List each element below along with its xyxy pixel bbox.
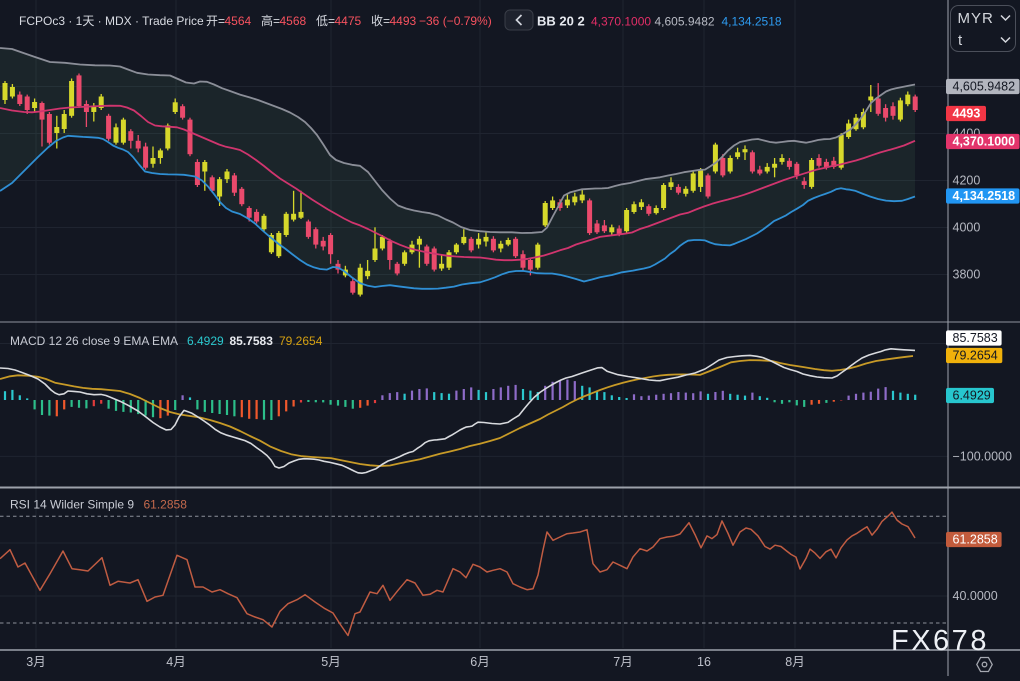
svg-text:40.0000: 40.0000	[953, 589, 998, 603]
svg-text:3月: 3月	[26, 655, 45, 669]
svg-text:4000: 4000	[953, 221, 981, 235]
svg-text:收=: 收=	[371, 14, 390, 28]
svg-text:4月: 4月	[166, 655, 185, 669]
svg-text:16: 16	[697, 655, 711, 669]
svg-text:4,370.1000: 4,370.1000	[953, 135, 1016, 149]
svg-text:6月: 6月	[470, 655, 489, 669]
svg-text:开=: 开=	[206, 14, 225, 28]
svg-text:4568: 4568	[280, 14, 307, 28]
svg-text:4,134.2518: 4,134.2518	[722, 15, 782, 29]
svg-text:−36 (−0.79%): −36 (−0.79%)	[419, 14, 492, 28]
svg-text:4493: 4493	[390, 14, 417, 28]
svg-text:7月: 7月	[613, 655, 632, 669]
svg-text:3800: 3800	[953, 268, 981, 282]
svg-text:BB 20 2: BB 20 2	[537, 14, 585, 29]
svg-text:85.7583: 85.7583	[953, 331, 998, 345]
svg-text:MYR: MYR	[958, 10, 994, 27]
svg-text:RSI 14 Wilder Simple 9: RSI 14 Wilder Simple 9	[10, 498, 134, 512]
svg-text:高=: 高=	[261, 13, 280, 28]
svg-text:4564: 4564	[225, 14, 252, 28]
svg-text:4200: 4200	[953, 174, 981, 188]
svg-text:t: t	[958, 32, 963, 49]
svg-text:MACD 12 26 close 9 EMA EMA: MACD 12 26 close 9 EMA EMA	[10, 334, 178, 348]
svg-text:4,605.9482: 4,605.9482	[655, 15, 715, 29]
svg-text:85.7583: 85.7583	[230, 334, 274, 348]
svg-text:FX678: FX678	[891, 625, 989, 657]
svg-text:8月: 8月	[785, 655, 804, 669]
svg-text:4,605.9482: 4,605.9482	[953, 80, 1016, 94]
svg-text:61.2858: 61.2858	[144, 498, 188, 512]
svg-text:−100.0000: −100.0000	[953, 450, 1012, 464]
svg-text:4,134.2518: 4,134.2518	[953, 189, 1016, 203]
svg-text:6.4929: 6.4929	[953, 389, 991, 403]
svg-text:61.2858: 61.2858	[953, 533, 998, 547]
svg-text:4475: 4475	[335, 14, 362, 28]
svg-text:79.2654: 79.2654	[279, 334, 323, 348]
svg-text:4493: 4493	[953, 107, 981, 121]
svg-text:79.2654: 79.2654	[953, 349, 998, 363]
svg-text:6.4929: 6.4929	[187, 334, 224, 348]
svg-text:FCPOc3 · 1天 · MDX · Trade Pric: FCPOc3 · 1天 · MDX · Trade Price	[19, 14, 204, 28]
svg-text:5月: 5月	[321, 655, 340, 669]
svg-text:4,370.1000: 4,370.1000	[591, 15, 651, 29]
svg-text:低=: 低=	[316, 14, 335, 28]
